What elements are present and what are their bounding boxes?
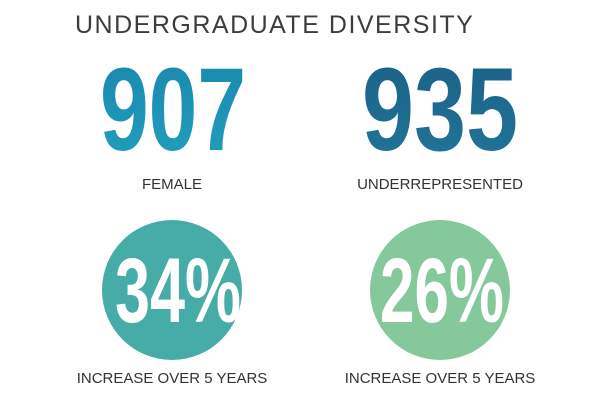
circle-value: 34% xyxy=(115,240,241,342)
circle-label: INCREASE OVER 5 YEARS xyxy=(345,370,536,387)
stat-value: 935 xyxy=(362,44,518,176)
stat-value: 907 xyxy=(100,44,246,176)
stat-label: UNDERREPRESENTED xyxy=(357,176,523,193)
title: UNDERGRADUATE DIVERSITY xyxy=(75,11,474,39)
circle-label: INCREASE OVER 5 YEARS xyxy=(77,370,268,387)
circle xyxy=(370,220,510,360)
stat-label: FEMALE xyxy=(142,176,202,193)
circle-value: 26% xyxy=(380,240,504,342)
circle xyxy=(102,220,242,360)
